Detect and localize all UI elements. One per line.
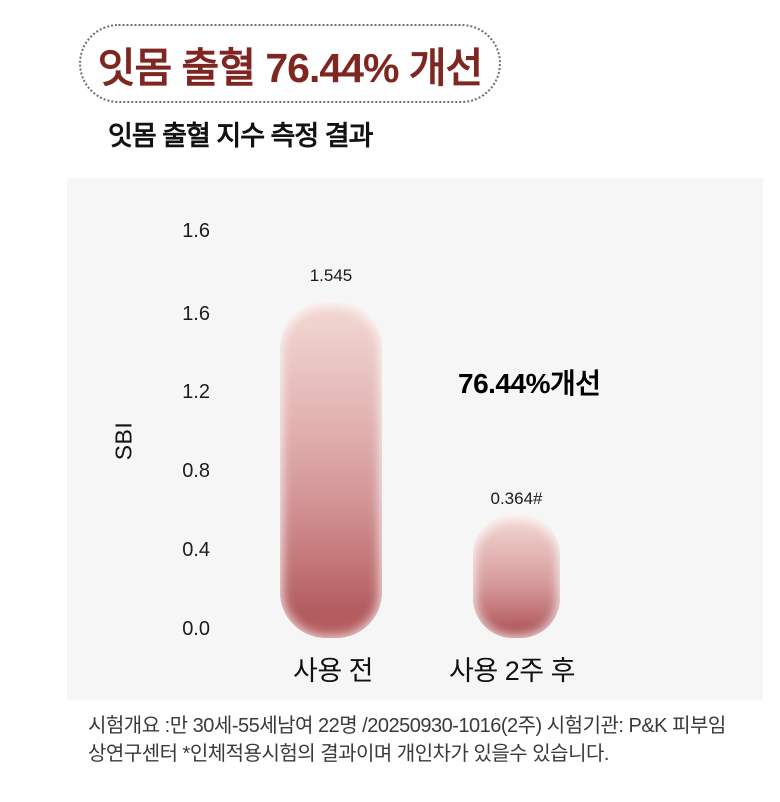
bar-after — [473, 515, 560, 638]
bar-before — [280, 302, 382, 638]
y-tick-0: 1.6 — [182, 220, 210, 242]
y-tick-1: 1.6 — [182, 303, 210, 325]
y-tick-2: 1.2 — [182, 381, 210, 403]
disclaimer-text: 시험개요 :만 30세-55세남여 22명 /20250930-1016(2주)… — [88, 715, 726, 765]
category-label-before: 사용 전 — [292, 656, 374, 686]
headline-text: 잇몸 출혈 76.44% 개선 — [97, 44, 484, 91]
y-tick-5: 0.0 — [182, 618, 210, 640]
chart-subtitle: 잇몸 출혈 지수 측정 결과 — [108, 121, 373, 151]
improvement-annotation: 76.44%개선 — [458, 368, 601, 399]
bar-after-value: 0.364# — [490, 489, 543, 508]
y-tick-3: 0.8 — [182, 460, 210, 482]
chart-panel: SBI 1.6 1.6 1.2 0.8 0.4 0.0 1.545 76.44%… — [67, 178, 763, 700]
y-axis-label: SBI — [110, 421, 137, 461]
bar-before-value: 1.545 — [309, 266, 353, 285]
headline-badge: 잇몸 출혈 76.44% 개선 — [79, 24, 501, 103]
y-tick-4: 0.4 — [182, 539, 210, 561]
category-label-after: 사용 2주 후 — [449, 656, 575, 686]
